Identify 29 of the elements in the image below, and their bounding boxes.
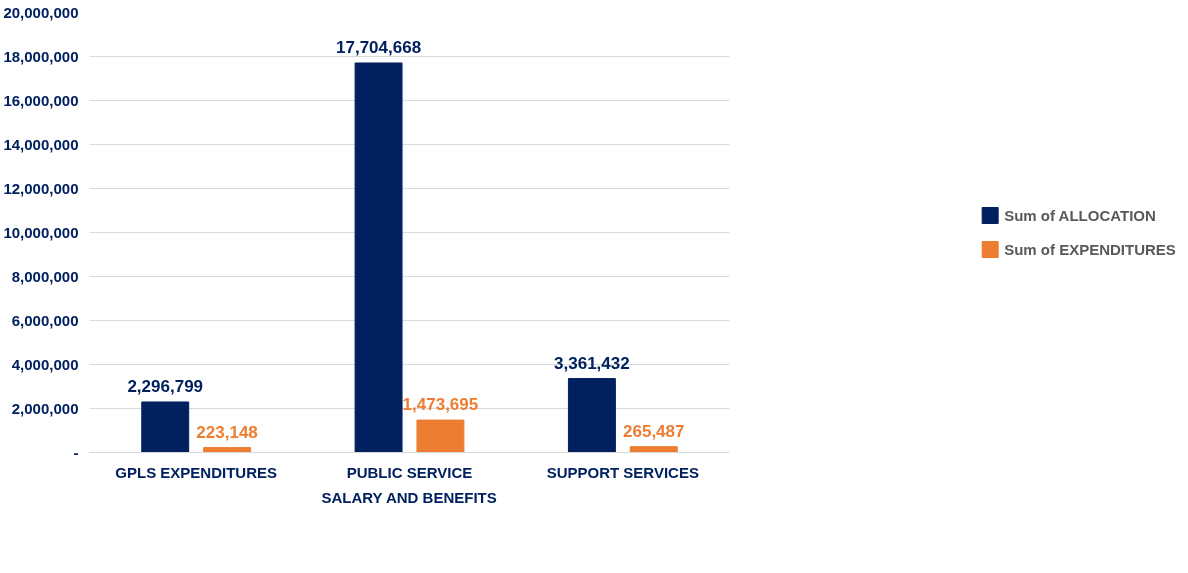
- bar: [141, 401, 190, 453]
- legend-label: Sum of EXPENDITURES: [1004, 240, 1176, 258]
- y-tick-label: 8,000,000: [11, 267, 79, 285]
- bar: [629, 446, 678, 453]
- data-label: 265,487: [623, 421, 685, 441]
- bar: [203, 447, 252, 453]
- data-label: 2,296,799: [127, 376, 204, 396]
- y-tick-label: 20,000,000: [3, 3, 79, 21]
- y-tick-label: 16,000,000: [3, 91, 79, 109]
- y-tick-label: 10,000,000: [3, 223, 79, 241]
- y-tick-label: 18,000,000: [3, 47, 79, 65]
- legend-label: Sum of ALLOCATION: [1004, 206, 1156, 224]
- y-tick-label: 12,000,000: [3, 179, 79, 197]
- y-tick-label: 6,000,000: [11, 311, 79, 329]
- x-axis-title: SALARY AND BENEFITS: [321, 488, 497, 506]
- bar: [567, 378, 616, 453]
- y-tick-label: -: [73, 443, 79, 461]
- y-tick-label: 4,000,000: [11, 355, 79, 373]
- x-tick-label: GPLS EXPENDITURES: [115, 463, 278, 481]
- bar: [354, 62, 403, 453]
- data-label: 17,704,668: [336, 38, 422, 57]
- bar: [416, 419, 465, 453]
- data-label: 1,473,695: [402, 395, 479, 415]
- y-tick-label: 14,000,000: [3, 135, 79, 153]
- y-tick-label: 2,000,000: [11, 399, 79, 417]
- data-label: 3,361,432: [554, 353, 630, 373]
- data-label: 223,148: [196, 422, 258, 442]
- x-tick-label: SUPPORT SERVICES: [546, 463, 699, 481]
- x-tick-label: PUBLIC SERVICE: [346, 463, 473, 481]
